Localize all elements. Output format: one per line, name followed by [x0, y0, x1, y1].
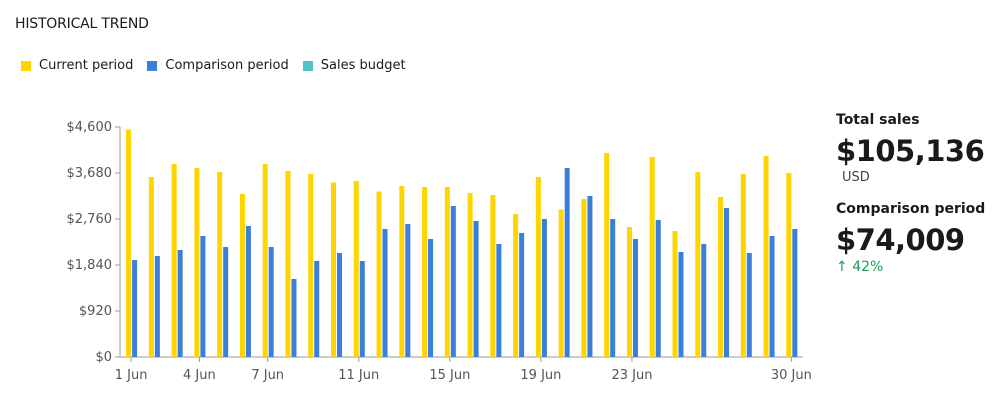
bar-comparison-3[interactable]: [177, 250, 183, 357]
x-tick-label: 15 Jun: [429, 368, 470, 383]
bar-comparison-24[interactable]: [655, 220, 661, 357]
legend-swatch-current: [21, 60, 31, 71]
change-indicator: ↑ 42%: [836, 259, 996, 275]
bar-current-9[interactable]: [308, 174, 314, 357]
bar-comparison-6[interactable]: [245, 226, 251, 357]
bar-current-3[interactable]: [171, 164, 177, 357]
legend-swatch-comparison: [147, 60, 158, 71]
bar-comparison-26[interactable]: [701, 244, 707, 357]
bar-current-29[interactable]: [763, 156, 769, 357]
bar-current-22[interactable]: [604, 153, 610, 357]
bar-comparison-23[interactable]: [632, 239, 638, 357]
y-tick-label: $4,600: [67, 120, 113, 135]
bar-current-24[interactable]: [649, 157, 655, 357]
bar-current-25[interactable]: [672, 231, 678, 357]
bar-comparison-9[interactable]: [314, 261, 320, 357]
bar-chart: $0 $920 $1,840 $2,760 $3,680 $4,600 1 Jun 4 Jun…: [67, 120, 812, 383]
total-sales-value: $105,136: [836, 134, 985, 168]
legend-swatch-budget: [302, 60, 313, 71]
y-tick-label: $2,760: [67, 212, 113, 227]
bar-comparison-18[interactable]: [519, 233, 525, 357]
x-tick-label: 4 Jun: [183, 368, 216, 383]
y-tick-label: $920: [79, 304, 112, 319]
bar-comparison-17[interactable]: [496, 244, 502, 357]
bar-comparison-19[interactable]: [541, 219, 547, 357]
bar-comparison-5[interactable]: [223, 247, 229, 357]
bar-comparison-30[interactable]: [792, 229, 798, 357]
bar-current-6[interactable]: [239, 194, 245, 357]
bar-comparison-11[interactable]: [359, 261, 365, 357]
bar-current-10[interactable]: [330, 182, 336, 358]
bar-comparison-7[interactable]: [268, 247, 274, 357]
comparison-period-value: $74,009: [836, 223, 965, 257]
bar-current-16[interactable]: [467, 193, 473, 357]
bar-comparison-28[interactable]: [746, 253, 752, 357]
bar-comparison-1[interactable]: [132, 260, 138, 357]
total-sales-label: Total sales: [836, 112, 920, 128]
legend-label-comparison: Comparison period: [165, 58, 289, 73]
bar-current-7[interactable]: [262, 164, 268, 357]
legend-item-current[interactable]: Current period: [21, 58, 133, 73]
legend-item-comparison[interactable]: Comparison period: [147, 58, 289, 73]
bar-comparison-27[interactable]: [724, 208, 730, 357]
bar-comparison-4[interactable]: [200, 236, 206, 357]
bar-current-13[interactable]: [399, 186, 405, 357]
bar-comparison-10[interactable]: [336, 253, 342, 357]
currency-label: USD: [842, 170, 870, 185]
bar-comparison-20[interactable]: [564, 168, 570, 357]
bar-current-2[interactable]: [148, 177, 154, 357]
bar-current-4[interactable]: [194, 168, 200, 357]
bar-current-12[interactable]: [376, 191, 382, 358]
bar-current-30[interactable]: [786, 173, 792, 357]
bar-current-8[interactable]: [285, 171, 291, 357]
x-tick-label: 11 Jun: [338, 368, 379, 383]
bar-current-19[interactable]: [535, 177, 541, 357]
bar-current-14[interactable]: [422, 187, 428, 357]
legend-label-budget: Sales budget: [320, 58, 406, 73]
legend-item-budget[interactable]: Sales budget: [302, 58, 406, 73]
bar-comparison-25[interactable]: [678, 252, 684, 357]
y-tick-label: $3,680: [67, 166, 113, 181]
x-tick-label: 23 Jun: [611, 368, 652, 383]
chart-legend: Current period Comparison period Sales b…: [21, 58, 420, 73]
x-tick-label: 30 Jun: [771, 368, 812, 383]
chart-title: HISTORICAL TREND: [15, 16, 149, 32]
arrow-up-icon: ↑: [836, 259, 848, 275]
bar-current-21[interactable]: [581, 199, 587, 357]
comparison-period-label: Comparison period: [836, 201, 986, 217]
bar-comparison-16[interactable]: [473, 221, 479, 357]
bar-current-26[interactable]: [695, 172, 701, 357]
bar-current-23[interactable]: [626, 227, 632, 357]
bar-current-15[interactable]: [444, 187, 450, 357]
bar-current-1[interactable]: [126, 129, 132, 358]
bar-current-28[interactable]: [740, 174, 746, 357]
bar-comparison-14[interactable]: [428, 239, 434, 357]
x-tick-label: 1 Jun: [115, 368, 148, 383]
bar-comparison-21[interactable]: [587, 196, 593, 357]
bar-comparison-13[interactable]: [405, 224, 411, 357]
bar-current-17[interactable]: [490, 195, 496, 357]
bar-current-18[interactable]: [513, 214, 519, 357]
x-tick-label: 7 Jun: [251, 368, 284, 383]
bar-current-5[interactable]: [217, 172, 223, 357]
bar-current-27[interactable]: [718, 197, 724, 357]
y-tick-label: $0: [95, 350, 112, 365]
summary-panel: Total sales $105,136 USD Comparison peri…: [836, 112, 996, 275]
x-tick-label: 19 Jun: [520, 368, 561, 383]
bar-current-11[interactable]: [353, 181, 359, 357]
bar-comparison-2[interactable]: [154, 256, 160, 357]
bar-current-20[interactable]: [558, 209, 564, 358]
legend-label-current: Current period: [39, 58, 134, 73]
bar-comparison-29[interactable]: [769, 236, 775, 357]
bar-comparison-12[interactable]: [382, 229, 388, 357]
bar-comparison-22[interactable]: [610, 219, 616, 357]
bar-comparison-15[interactable]: [450, 206, 456, 357]
bar-comparison-8[interactable]: [291, 279, 297, 357]
change-percent: 42%: [852, 259, 884, 275]
y-tick-label: $1,840: [67, 258, 113, 273]
